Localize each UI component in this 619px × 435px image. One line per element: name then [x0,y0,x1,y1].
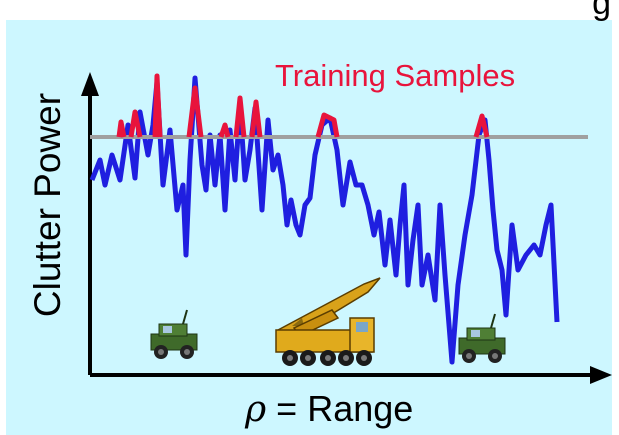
clutter-curve [89,75,560,365]
military-jeep-icon [458,313,506,363]
missile-launcher-icon [275,277,381,366]
x-axis-label: ρ = Range [245,388,413,430]
training-sample-segments [116,73,490,138]
training-samples-label: Training Samples [275,58,515,93]
military-jeep-icon [150,309,198,359]
x-axis-label-text: = Range [266,388,414,429]
x-axis-arrow [590,366,612,384]
rho-symbol: ρ [245,389,267,430]
y-axis-label: Clutter Power [27,92,68,318]
y-axis-arrow [81,72,99,96]
title-fragment: g [592,0,611,22]
